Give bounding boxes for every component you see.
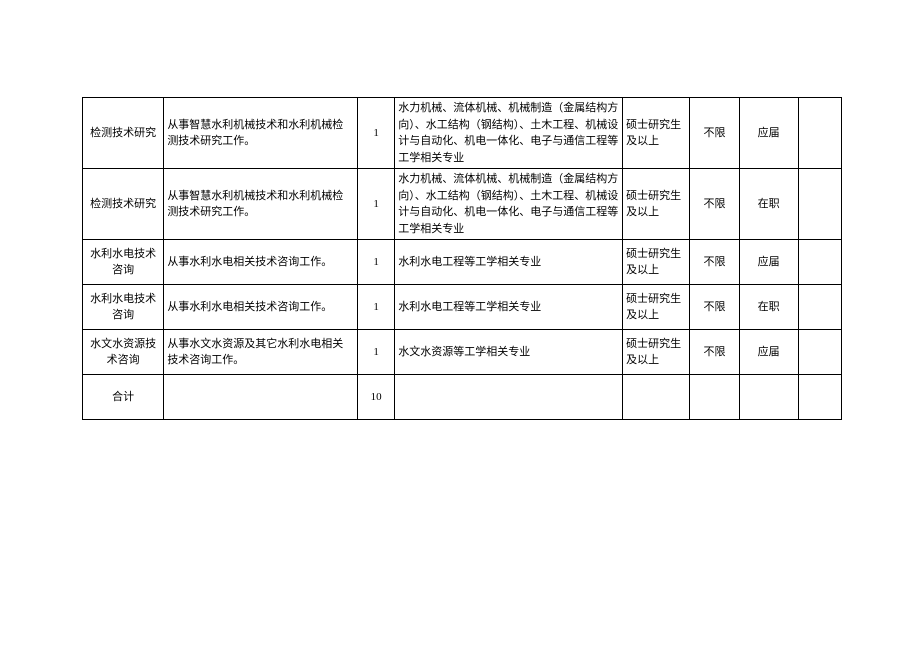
cell-position: 水文水资源技术咨询 (83, 330, 164, 375)
table-row: 检测技术研究 从事智慧水利机械技术和水利机械检测技术研究工作。 1 水力机械、流… (83, 98, 842, 169)
cell-count: 1 (358, 330, 395, 375)
cell-major: 水利水电工程等工学相关专业 (395, 285, 623, 330)
cell-type: 应届 (739, 98, 798, 169)
cell-desc: 从事水利水电相关技术咨询工作。 (164, 240, 358, 285)
cell-major: 水力机械、流体机械、机械制造（金属结构方向）、水工结构（钢结构）、土木工程、机械… (395, 98, 623, 169)
cell-gender: 不限 (690, 285, 739, 330)
cell-extra (798, 330, 841, 375)
cell-gender: 不限 (690, 98, 739, 169)
cell-empty (798, 375, 841, 420)
cell-education: 硕士研究生及以上 (623, 330, 690, 375)
cell-count: 1 (358, 98, 395, 169)
cell-summary-count: 10 (358, 375, 395, 420)
cell-position: 水利水电技术咨询 (83, 285, 164, 330)
cell-type: 在职 (739, 285, 798, 330)
cell-count: 1 (358, 240, 395, 285)
table-row: 检测技术研究 从事智慧水利机械技术和水利机械检测技术研究工作。 1 水力机械、流… (83, 169, 842, 240)
recruitment-table-container: 检测技术研究 从事智慧水利机械技术和水利机械检测技术研究工作。 1 水力机械、流… (82, 97, 842, 420)
cell-desc: 从事智慧水利机械技术和水利机械检测技术研究工作。 (164, 169, 358, 240)
cell-education: 硕士研究生及以上 (623, 240, 690, 285)
table-row: 水利水电技术咨询 从事水利水电相关技术咨询工作。 1 水利水电工程等工学相关专业… (83, 285, 842, 330)
cell-extra (798, 285, 841, 330)
cell-position: 检测技术研究 (83, 169, 164, 240)
cell-gender: 不限 (690, 330, 739, 375)
cell-major: 水利水电工程等工学相关专业 (395, 240, 623, 285)
cell-education: 硕士研究生及以上 (623, 169, 690, 240)
recruitment-table: 检测技术研究 从事智慧水利机械技术和水利机械检测技术研究工作。 1 水力机械、流… (82, 97, 842, 420)
cell-count: 1 (358, 169, 395, 240)
cell-major: 水力机械、流体机械、机械制造（金属结构方向）、水工结构（钢结构）、土木工程、机械… (395, 169, 623, 240)
table-row: 水利水电技术咨询 从事水利水电相关技术咨询工作。 1 水利水电工程等工学相关专业… (83, 240, 842, 285)
cell-education: 硕士研究生及以上 (623, 98, 690, 169)
cell-empty (739, 375, 798, 420)
cell-desc: 从事水文水资源及其它水利水电相关技术咨询工作。 (164, 330, 358, 375)
cell-type: 在职 (739, 169, 798, 240)
cell-extra (798, 169, 841, 240)
cell-major: 水文水资源等工学相关专业 (395, 330, 623, 375)
cell-position: 水利水电技术咨询 (83, 240, 164, 285)
cell-empty (395, 375, 623, 420)
cell-empty (623, 375, 690, 420)
cell-position: 检测技术研究 (83, 98, 164, 169)
cell-extra (798, 98, 841, 169)
cell-desc: 从事智慧水利机械技术和水利机械检测技术研究工作。 (164, 98, 358, 169)
cell-type: 应届 (739, 330, 798, 375)
cell-type: 应届 (739, 240, 798, 285)
table-summary-row: 合计 10 (83, 375, 842, 420)
cell-gender: 不限 (690, 169, 739, 240)
cell-empty (690, 375, 739, 420)
cell-desc: 从事水利水电相关技术咨询工作。 (164, 285, 358, 330)
cell-empty (164, 375, 358, 420)
cell-extra (798, 240, 841, 285)
cell-count: 1 (358, 285, 395, 330)
cell-gender: 不限 (690, 240, 739, 285)
cell-summary-label: 合计 (83, 375, 164, 420)
table-row: 水文水资源技术咨询 从事水文水资源及其它水利水电相关技术咨询工作。 1 水文水资… (83, 330, 842, 375)
cell-education: 硕士研究生及以上 (623, 285, 690, 330)
